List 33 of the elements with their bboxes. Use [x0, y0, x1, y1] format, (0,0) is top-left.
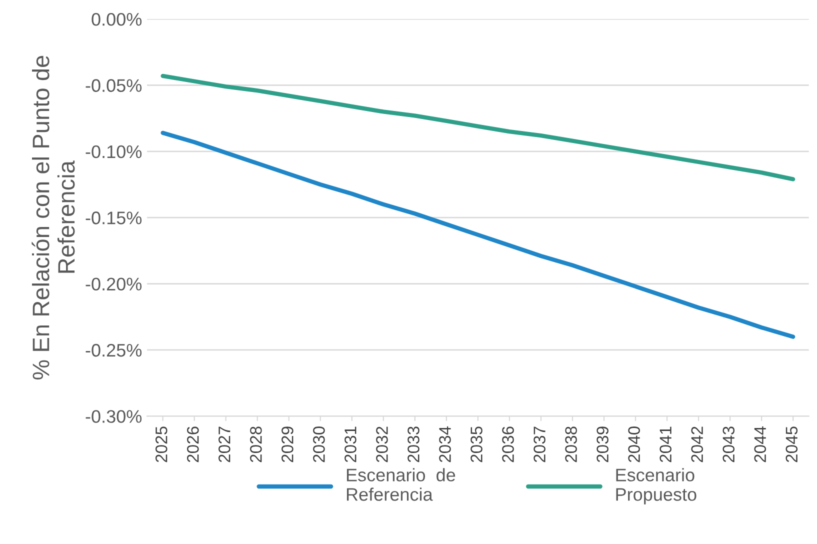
legend-label: Escenario de Referencia — [346, 468, 456, 501]
legend-label: Escenario Propuesto — [616, 468, 696, 504]
x-tick-label: 2038 — [565, 426, 577, 462]
y-tick-label: 0.00% — [92, 12, 142, 26]
x-tick-label: 2033 — [408, 426, 420, 462]
x-tick-label: 2042 — [691, 426, 704, 462]
x-tick-label: 2028 — [250, 426, 262, 462]
x-tick-label: 2041 — [660, 426, 672, 462]
x-tick-label: 2043 — [722, 426, 735, 462]
x-tick-label: 2031 — [344, 426, 356, 462]
x-tick-label: 2034 — [439, 426, 451, 462]
y-tick-label: -0.20% — [86, 278, 142, 291]
x-tick-label: 2029 — [282, 426, 294, 462]
x-tick-label: 2037 — [534, 426, 546, 462]
x-tick-label: 2030 — [313, 426, 325, 462]
x-tick-label: 2026 — [187, 426, 199, 462]
y-tick-label: -0.10% — [86, 145, 142, 158]
x-tick-label: 2032 — [376, 426, 388, 462]
y-axis-title: % En Relación con el Punto de Referencia — [32, 56, 75, 380]
y-tick-label: -0.30% — [86, 410, 142, 423]
x-tick-label: 2045 — [786, 426, 798, 462]
x-tick-label: 2040 — [628, 426, 640, 462]
line-series — [160, 130, 796, 339]
x-tick-label: 2044 — [754, 426, 766, 462]
x-tick-label: 2039 — [596, 426, 608, 462]
y-tick-label: -0.15% — [86, 212, 142, 224]
y-tick-label: -0.05% — [86, 79, 142, 92]
y-tick-label: -0.25% — [86, 344, 142, 357]
x-tick-label: 2025 — [155, 426, 168, 462]
line-series — [160, 74, 796, 182]
x-tick-label: 2035 — [470, 426, 482, 462]
x-tick-label: 2036 — [502, 426, 514, 462]
x-tick-label: 2027 — [218, 426, 230, 462]
